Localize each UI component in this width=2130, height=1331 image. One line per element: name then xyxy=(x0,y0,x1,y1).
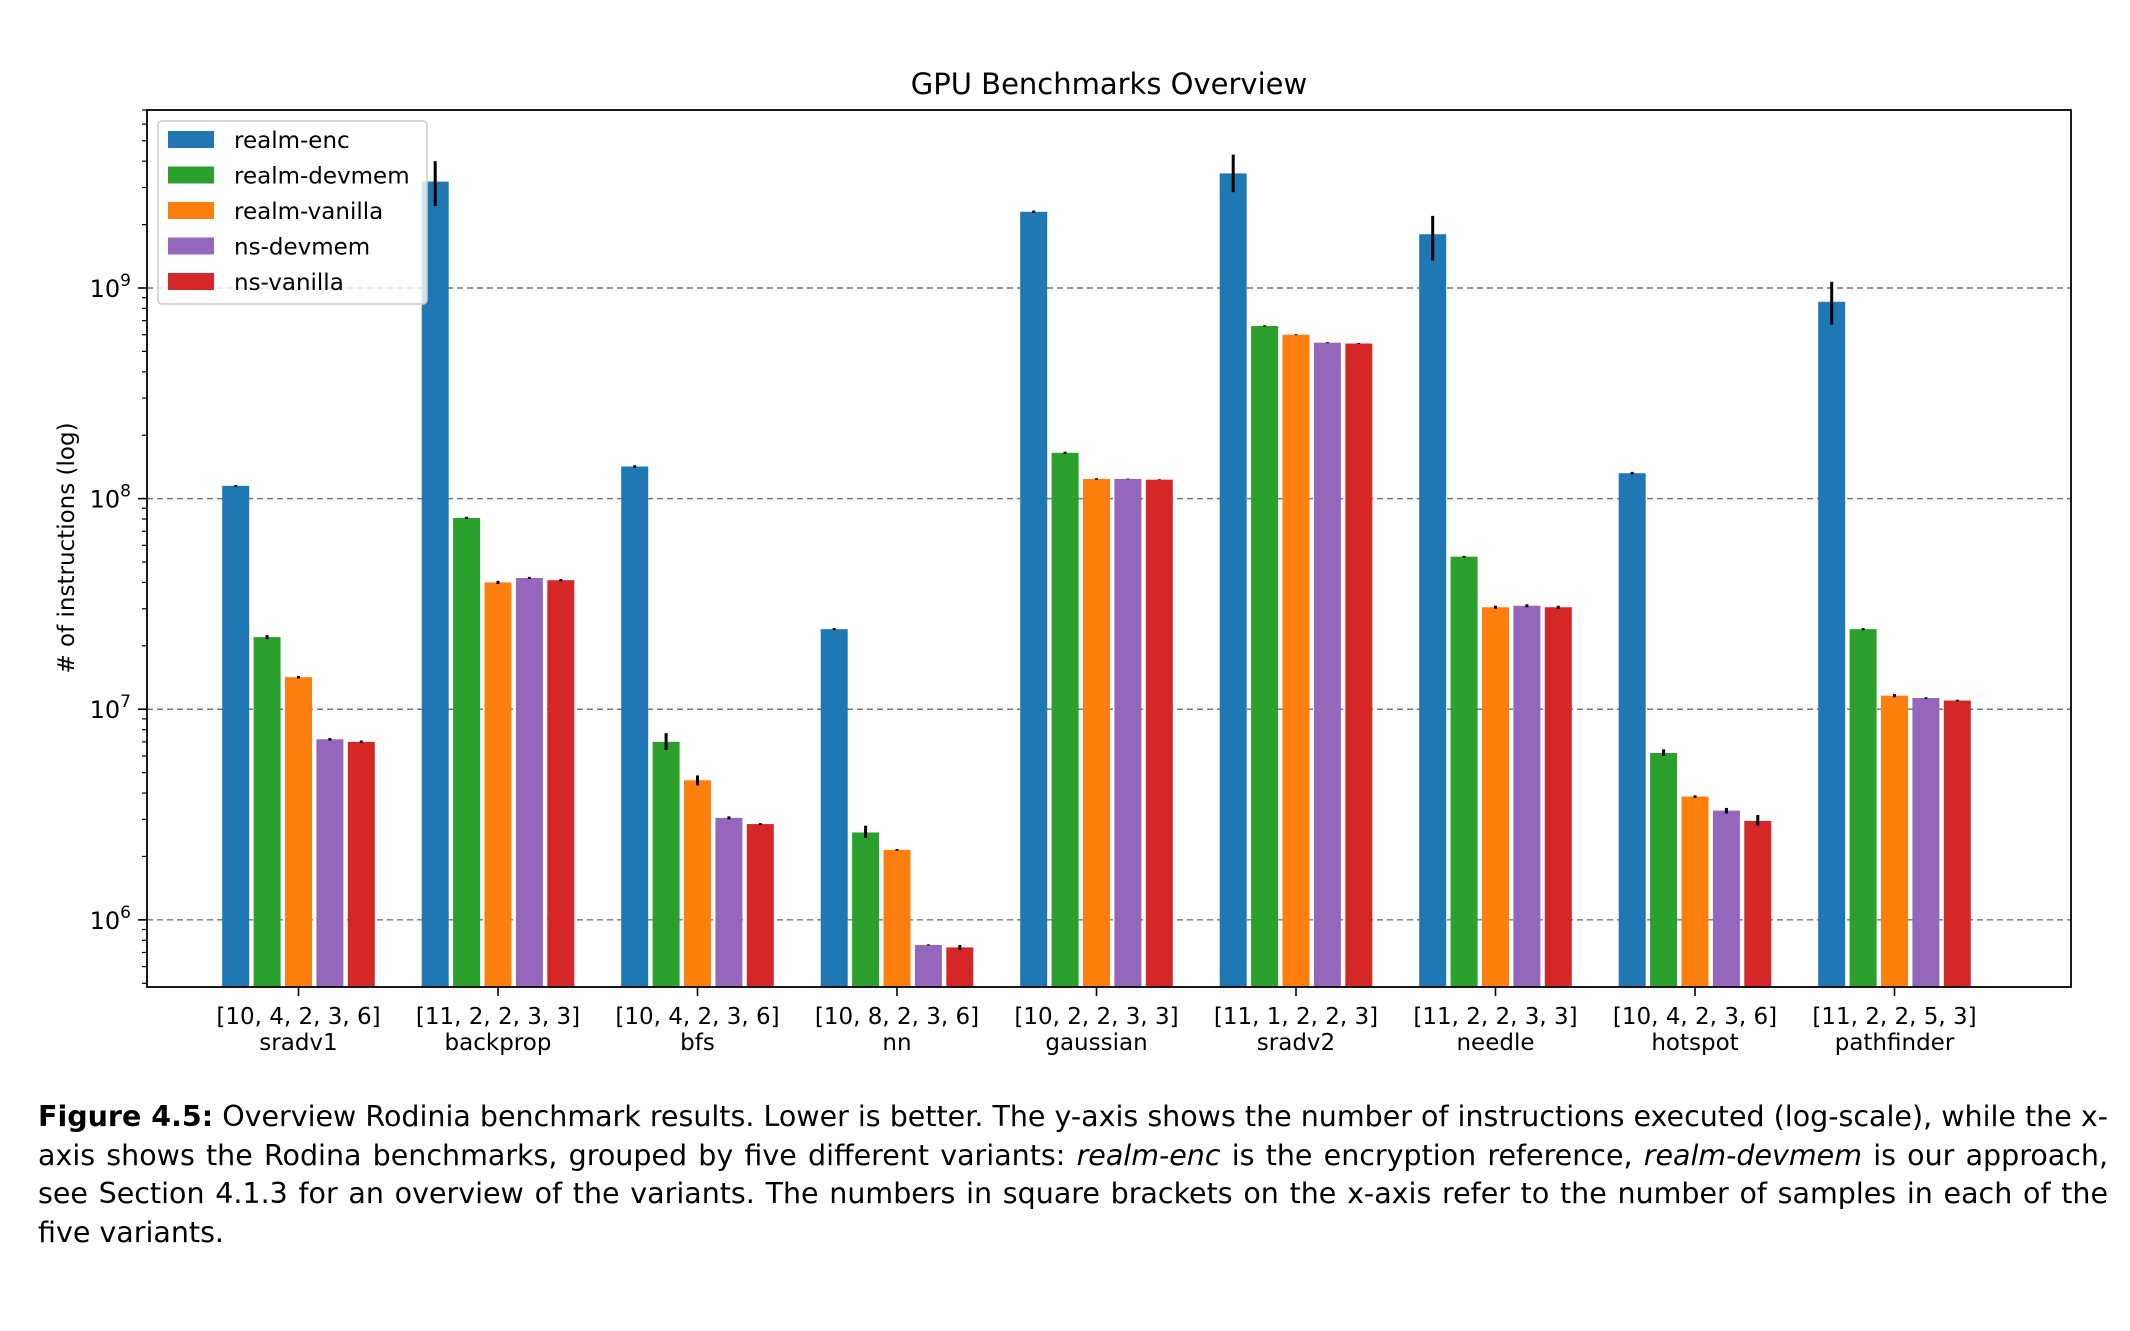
y-tick-label: 109 xyxy=(90,271,131,303)
bar-backprop-ns-vanilla xyxy=(547,580,575,987)
error-bars xyxy=(234,154,1959,950)
benchmark-chart: GPU Benchmarks Overview 106 107 108 109 [10… xyxy=(54,67,2072,1056)
caption-term-realm-devmem: realm-devmem xyxy=(1643,1138,1862,1172)
x-tick-samples-sradv2: [11, 1, 2, 2, 3] xyxy=(1214,1004,1378,1030)
bar-sradv2-realm-enc xyxy=(1219,173,1247,987)
bar-gaussian-realm-devmem xyxy=(1051,452,1079,987)
bar-sradv1-realm-devmem xyxy=(253,637,281,987)
bar-needle-ns-devmem xyxy=(1513,605,1541,987)
x-axis-ticks: [10, 4, 2, 3, 6]sradv1[11, 2, 2, 3, 3]ba… xyxy=(216,987,1977,1056)
caption-text-3: is our approach, see Section 4.1.3 for a… xyxy=(38,1138,2109,1249)
bar-nn-realm-vanilla xyxy=(883,849,911,987)
bar-pathfinder-realm-vanilla xyxy=(1881,695,1908,987)
x-tick-samples-backprop: [11, 2, 2, 3, 3] xyxy=(416,1004,580,1030)
legend-swatch-realm-devmem xyxy=(168,166,214,184)
x-tick-label-bfs: bfs xyxy=(680,1030,715,1056)
bar-sradv1-realm-vanilla xyxy=(285,677,312,987)
bar-sradv2-ns-vanilla xyxy=(1345,343,1373,987)
x-tick-label-pathfinder: pathfinder xyxy=(1835,1030,1955,1056)
x-tick-samples-hotspot: [10, 4, 2, 3, 6] xyxy=(1613,1004,1777,1030)
chart-title: GPU Benchmarks Overview xyxy=(911,67,1307,101)
bar-pathfinder-ns-devmem xyxy=(1912,698,1940,987)
legend-label-realm-enc: realm-enc xyxy=(234,128,350,154)
legend-frame xyxy=(157,120,428,305)
legend-swatch-realm-vanilla xyxy=(168,202,214,219)
x-tick-samples-gaussian: [10, 2, 2, 3, 3] xyxy=(1014,1004,1178,1030)
y-tick-label: 106 xyxy=(90,903,131,935)
bar-needle-realm-enc xyxy=(1419,234,1447,988)
bar-bfs-ns-devmem xyxy=(715,817,743,987)
bar-sradv1-ns-vanilla xyxy=(347,741,375,987)
bar-gaussian-realm-vanilla xyxy=(1083,478,1110,987)
bar-backprop-realm-enc xyxy=(421,181,449,987)
legend: realm-enc realm-devmem realm-vanilla ns-dev… xyxy=(157,120,428,305)
bar-needle-realm-devmem xyxy=(1450,556,1478,987)
y-axis-label: # of instructions (log) xyxy=(54,422,80,673)
bar-pathfinder-ns-vanilla xyxy=(1943,700,1971,987)
bar-backprop-ns-devmem xyxy=(515,577,543,987)
bar-sradv2-realm-vanilla xyxy=(1282,334,1310,987)
bar-bfs-realm-devmem xyxy=(652,741,680,987)
bar-hotspot-realm-devmem xyxy=(1650,752,1678,987)
bar-gaussian-realm-enc xyxy=(1020,211,1048,987)
bar-nn-realm-enc xyxy=(820,629,848,987)
bar-sradv2-ns-devmem xyxy=(1313,342,1341,987)
caption-term-realm-enc: realm-enc xyxy=(1076,1138,1221,1172)
bar-nn-ns-vanilla xyxy=(946,947,974,987)
bar-backprop-realm-vanilla xyxy=(484,582,512,987)
bar-bfs-realm-vanilla xyxy=(684,780,711,987)
bar-bfs-ns-vanilla xyxy=(746,824,774,987)
bar-gaussian-ns-vanilla xyxy=(1145,479,1173,987)
bar-sradv2-realm-devmem xyxy=(1251,326,1279,988)
caption-text-1: Overview Rodinia benchmark results. Lowe… xyxy=(38,1100,2108,1172)
bar-bfs-realm-enc xyxy=(621,466,649,987)
bar-hotspot-ns-vanilla xyxy=(1744,820,1772,987)
bar-sradv1-realm-enc xyxy=(222,485,250,987)
legend-swatch-realm-enc xyxy=(168,131,214,148)
x-tick-label-hotspot: hotspot xyxy=(1651,1030,1738,1056)
bar-backprop-realm-devmem xyxy=(453,517,481,987)
x-tick-label-nn: nn xyxy=(882,1030,911,1056)
legend-swatch-ns-vanilla xyxy=(168,273,214,290)
bar-pathfinder-realm-devmem xyxy=(1849,629,1877,987)
y-axis-ticks: 106 107 108 109 xyxy=(90,109,147,984)
bars xyxy=(222,173,1971,988)
bar-needle-ns-vanilla xyxy=(1544,607,1572,987)
x-tick-label-sradv2: sradv2 xyxy=(1257,1030,1335,1056)
legend-label-ns-vanilla: ns-vanilla xyxy=(234,270,344,296)
bar-gaussian-ns-devmem xyxy=(1114,478,1142,987)
x-tick-label-backprop: backprop xyxy=(445,1030,552,1056)
y-tick-label: 108 xyxy=(90,482,131,514)
x-tick-label-sradv1: sradv1 xyxy=(259,1030,337,1056)
legend-swatch-ns-devmem xyxy=(168,237,214,255)
caption-text-2: is the encryption reference, xyxy=(1220,1138,1644,1172)
bar-pathfinder-realm-enc xyxy=(1818,301,1846,987)
x-tick-samples-pathfinder: [11, 2, 2, 5, 3] xyxy=(1812,1004,1976,1030)
y-tick-label: 107 xyxy=(90,692,131,724)
legend-label-ns-devmem: ns-devmem xyxy=(234,235,370,261)
plot-frame xyxy=(146,109,2072,988)
x-tick-samples-sradv1: [10, 4, 2, 3, 6] xyxy=(216,1004,380,1030)
x-tick-samples-bfs: [10, 4, 2, 3, 6] xyxy=(615,1004,779,1030)
bar-nn-realm-devmem xyxy=(852,832,880,987)
figure-label: Figure 4.5: xyxy=(38,1100,214,1133)
bar-hotspot-realm-enc xyxy=(1618,473,1646,987)
figure-caption: Figure 4.5: Overview Rodinia benchmark r… xyxy=(38,1098,2108,1252)
x-tick-samples-nn: [10, 8, 2, 3, 6] xyxy=(815,1004,979,1030)
legend-label-realm-devmem: realm-devmem xyxy=(234,164,410,190)
bar-needle-realm-vanilla xyxy=(1482,607,1509,987)
x-tick-label-gaussian: gaussian xyxy=(1045,1030,1147,1056)
bar-sradv1-ns-devmem xyxy=(316,739,344,987)
bar-hotspot-ns-devmem xyxy=(1712,810,1740,987)
x-tick-samples-needle: [11, 2, 2, 3, 3] xyxy=(1413,1004,1577,1030)
legend-label-realm-vanilla: realm-vanilla xyxy=(234,199,383,225)
bar-hotspot-realm-vanilla xyxy=(1681,796,1709,987)
x-tick-label-needle: needle xyxy=(1456,1030,1534,1056)
bar-nn-ns-devmem xyxy=(914,944,942,987)
